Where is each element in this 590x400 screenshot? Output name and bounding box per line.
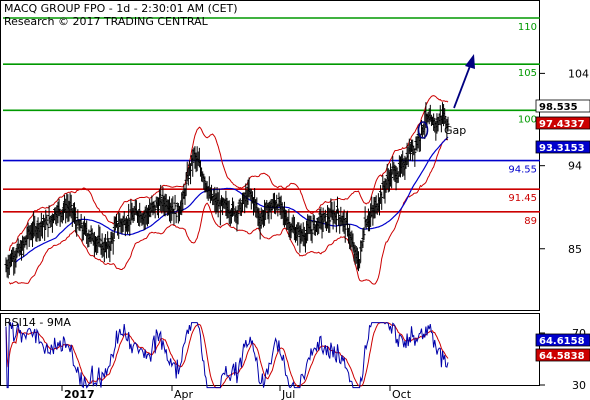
price-bar-111 (127, 203, 131, 232)
bollinger-bands (8, 95, 449, 285)
rsi-line (5, 322, 449, 389)
price-bar-59 (69, 194, 73, 219)
forecast-arrow-head (465, 54, 475, 69)
price-bar-64 (75, 220, 79, 237)
price-bar-35 (43, 217, 47, 241)
price-bar-250 (280, 202, 284, 219)
price-bar-140 (159, 184, 163, 212)
price-bar-37 (45, 214, 49, 225)
xtick-label-2: Jul (281, 388, 295, 400)
chart-header-copyright: Research © 2017 TRADING CENTRAL (4, 15, 209, 28)
level-label-5: 89 (524, 216, 537, 227)
price-bar-299 (334, 209, 338, 233)
price-bar-14 (19, 240, 23, 261)
price-bar-293 (328, 208, 332, 233)
price-bar-68 (79, 213, 83, 228)
forecast-arrow-line (453, 65, 471, 109)
price-bar-307 (343, 220, 347, 243)
price-bar-289 (323, 209, 327, 229)
price-bar-33 (40, 220, 44, 239)
price-bar-186 (210, 184, 214, 201)
price-bar-400 (446, 116, 450, 132)
rsi-panel-frame (0, 313, 540, 386)
price-ytick-label-3: 104 (568, 67, 589, 80)
price-bar-135 (153, 205, 157, 219)
rsi-ytick-label-0: 30 (572, 379, 586, 392)
price-bar-370 (413, 148, 417, 167)
value-tags: 98.535 97.4337 93.3153 64.6158 64.5838 (535, 99, 590, 362)
level-label-2: 100 (518, 114, 537, 125)
moving-average (14, 136, 449, 264)
chart-header-title: MACQ GROUP FPO - 1d - 2:30:01 AM (CET) (4, 2, 238, 15)
price-ytick-label-2: 94 (568, 160, 582, 173)
price-bar-9 (14, 249, 18, 268)
price-bar-194 (218, 200, 222, 226)
moving-average-line (14, 136, 449, 264)
price-bar-309 (345, 210, 349, 237)
xtick-label-3: Oct (392, 388, 412, 400)
price-bar-167 (189, 163, 193, 185)
level-label-1: 105 (518, 68, 537, 79)
price-value-tag-label-1: 97.4337 (539, 119, 585, 130)
price-bar-38 (46, 223, 50, 238)
price-value-tag-0 (535, 99, 590, 113)
bollinger-lower (8, 138, 449, 285)
price-bar-163 (184, 172, 188, 196)
rsi-value-tag-0 (535, 333, 590, 347)
xtick-label-0: 2017 (64, 388, 95, 400)
price-bar-19 (25, 227, 29, 250)
price-bar-246 (276, 203, 280, 217)
gap-ellipse (417, 121, 429, 139)
price-level-lines: 110 105 100 94.55 91.45 89 (3, 17, 540, 227)
price-value-tag-1 (535, 116, 590, 130)
xtick-label-1: Apr (174, 388, 194, 400)
gap-annotation: Gap (444, 124, 466, 137)
price-bar-162 (183, 188, 187, 205)
price-bar-287 (321, 207, 325, 232)
level-label-3: 94.55 (508, 165, 537, 176)
axis-ticks: 75859410430702017AprJulOct (61, 67, 589, 400)
price-bar-169 (191, 149, 195, 177)
price-bar-300 (336, 196, 339, 214)
price-bar-324 (362, 227, 366, 240)
rsi-lines (5, 322, 449, 389)
price-bar-97 (111, 232, 115, 255)
price-bar-98 (112, 216, 116, 239)
level-label-0: 110 (518, 22, 537, 33)
price-bar-306 (342, 209, 346, 234)
price-bar-165 (186, 167, 190, 186)
price-bar-364 (406, 146, 410, 167)
rsi-panel-title: RSI14 - 9MA (4, 316, 71, 329)
price-value-tag-label-2: 93.3153 (539, 143, 585, 154)
price-bar-85 (98, 226, 102, 248)
rsi-value-tag-1 (535, 348, 590, 362)
price-value-tag-2 (535, 140, 590, 154)
price-bar-210 (236, 205, 240, 225)
price-ytick-label-1: 85 (568, 243, 582, 256)
rsi-value-tag-label-0: 64.6158 (539, 336, 585, 347)
price-panel-frame (0, 0, 540, 311)
rsi-value-tag-label-1: 64.5838 (539, 351, 585, 362)
price-bar-138 (156, 197, 160, 219)
price-bar-349 (390, 168, 394, 189)
price-value-tag-label-0: 98.535 (539, 102, 578, 113)
price-bar-366 (408, 143, 412, 161)
price-bar-153 (173, 194, 177, 210)
level-label-4: 91.45 (508, 193, 537, 204)
price-bar-340 (380, 191, 384, 210)
bollinger-upper (8, 95, 449, 252)
price-bar-154 (174, 210, 178, 224)
price-bar-277 (310, 229, 314, 244)
rsi-ma-line (5, 322, 449, 389)
price-bar-320 (358, 258, 362, 269)
price-bars (4, 102, 450, 279)
